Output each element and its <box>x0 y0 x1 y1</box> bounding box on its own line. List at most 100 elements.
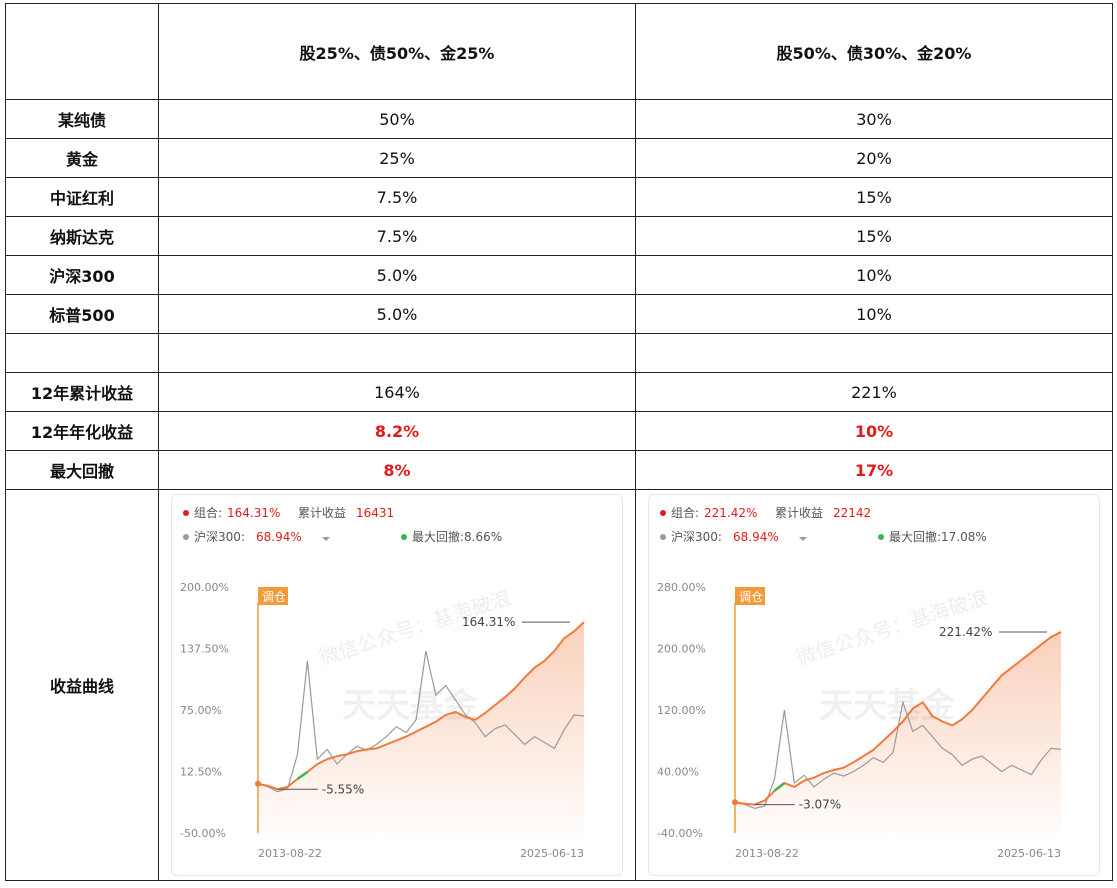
table-row: 12年年化收益 8.2% 10% <box>5 411 1113 451</box>
value-portfolio-a: 8.2% <box>158 411 636 451</box>
header-portfolio-b: 股50%、债30%、金20% <box>635 3 1113 100</box>
value-portfolio-b: 20% <box>635 138 1113 178</box>
row-label <box>5 333 159 373</box>
row-label: 黄金 <box>5 138 159 178</box>
legend-portfolio-value: 221.42% <box>704 506 757 520</box>
rebalance-tag <box>735 587 765 605</box>
min-value-label: -5.55% <box>322 782 364 796</box>
value-portfolio-b: 15% <box>635 216 1113 256</box>
chart-cell: 组合: 164.31% 累计收益 16431 沪深300: 68.94% 最大回撤:8.66… <box>158 489 636 881</box>
header-portfolio-a: 股25%、债50%、金25% <box>158 3 636 100</box>
value-portfolio-b: 10% <box>635 294 1113 334</box>
y-tick-label: 200.00% <box>180 581 229 594</box>
dropdown-icon <box>322 537 330 541</box>
end-value-label: 221.42% <box>939 625 992 639</box>
y-tick-label: 40.00% <box>657 766 699 779</box>
portfolio-series-line <box>257 621 585 791</box>
min-value-label: -3.07% <box>799 798 841 812</box>
legend-dot <box>401 534 407 540</box>
drawdown-segment <box>296 770 309 780</box>
row-label: 中证红利 <box>5 177 159 217</box>
legend-portfolio-value: 164.31% <box>227 506 280 520</box>
x-end-label: 2025-06-13 <box>997 847 1061 860</box>
rebalance-tag-label: 调仓 <box>262 590 286 604</box>
portfolio-series-line <box>734 631 1062 806</box>
table-row: 黄金 25% 20% <box>5 138 1113 178</box>
row-label: 最大回撤 <box>5 450 159 490</box>
dropdown-icon <box>799 537 807 541</box>
value-portfolio-a: 50% <box>158 99 636 139</box>
rebalance-tag <box>258 587 288 605</box>
x-start-label: 2013-08-22 <box>258 847 322 860</box>
table-row <box>5 333 1113 373</box>
value-portfolio-b: 30% <box>635 99 1113 139</box>
row-label: 12年年化收益 <box>5 411 159 451</box>
value-portfolio-a: 7.5% <box>158 177 636 217</box>
y-tick-label: 12.50% <box>180 766 222 779</box>
table-row: 某纯债 50% 30% <box>5 99 1113 139</box>
value-portfolio-a: 164% <box>158 372 636 412</box>
corner-cell <box>5 3 159 100</box>
chart-row-label: 收益曲线 <box>5 489 159 881</box>
start-point <box>255 780 261 787</box>
value-portfolio-a <box>158 333 636 373</box>
y-tick-label: 200.00% <box>657 643 706 656</box>
table-row: 纳斯达克 7.5% 15% <box>5 216 1113 256</box>
row-label: 某纯债 <box>5 99 159 139</box>
y-tick-label: -40.00% <box>657 827 703 840</box>
legend-drawdown: 最大回撤:8.66% <box>412 529 502 544</box>
index-series-line <box>257 650 585 793</box>
legend-index-label: 沪深300: <box>194 530 245 544</box>
value-portfolio-b: 17% <box>635 450 1113 490</box>
value-portfolio-a: 25% <box>158 138 636 178</box>
watermark-text: 天天基金 <box>342 686 479 726</box>
value-portfolio-a: 8% <box>158 450 636 490</box>
start-point <box>732 799 738 806</box>
return-chart-card: 组合: 164.31% 累计收益 16431 沪深300: 68.94% 最大回撤:8.66… <box>171 494 623 876</box>
legend-cum-value: 16431 <box>356 506 394 520</box>
return-chart-card: 组合: 221.42% 累计收益 22142 沪深300: 68.94% 最大回撤:17.0… <box>648 494 1100 876</box>
legend-portfolio-label: 组合: <box>671 505 699 520</box>
table-row: 最大回撤 8% 17% <box>5 450 1113 490</box>
legend-dot <box>660 534 666 540</box>
value-portfolio-b: 221% <box>635 372 1113 412</box>
row-label: 沪深300 <box>5 255 159 295</box>
y-tick-label: -50.00% <box>180 827 226 840</box>
legend-index-value: 68.94% <box>733 530 779 544</box>
row-label: 标普500 <box>5 294 159 334</box>
value-portfolio-a: 5.0% <box>158 294 636 334</box>
value-portfolio-b: 15% <box>635 177 1113 217</box>
table-row: 标普500 5.0% 10% <box>5 294 1113 334</box>
chart-cell: 组合: 221.42% 累计收益 22142 沪深300: 68.94% 最大回撤:17.0… <box>635 489 1113 881</box>
row-label: 纳斯达克 <box>5 216 159 256</box>
legend-cum-label: 累计收益 <box>298 506 346 520</box>
legend-index-value: 68.94% <box>256 530 302 544</box>
legend-drawdown: 最大回撤:17.08% <box>889 529 987 544</box>
legend-index-label: 沪深300: <box>671 530 722 544</box>
return-chart: 组合: 221.42% 累计收益 22142 沪深300: 68.94% 最大回撤:17.0… <box>657 505 1062 860</box>
end-value-label: 164.31% <box>462 615 515 629</box>
y-tick-label: 280.00% <box>657 581 706 594</box>
y-tick-label: 75.00% <box>180 704 222 717</box>
drawdown-segment <box>773 782 786 792</box>
value-portfolio-b <box>635 333 1113 373</box>
legend-dot <box>878 534 884 540</box>
chart-row: 收益曲线 组合: 164.31% 累计收益 16431 沪深300: 68.94% 最大回撤:… <box>5 489 1113 881</box>
legend-dot <box>183 510 189 516</box>
rebalance-tag-label: 调仓 <box>739 590 763 604</box>
y-tick-label: 120.00% <box>657 704 706 717</box>
value-portfolio-b: 10% <box>635 255 1113 295</box>
value-portfolio-a: 7.5% <box>158 216 636 256</box>
legend-dot <box>183 534 189 540</box>
return-chart: 组合: 164.31% 累计收益 16431 沪深300: 68.94% 最大回撤:8.66… <box>180 505 585 860</box>
table-row: 12年累计收益 164% 221% <box>5 372 1113 412</box>
comparison-table: 股25%、债50%、金25% 股50%、债30%、金20% 某纯债 50% 30% 黄… <box>5 3 1113 881</box>
legend-portfolio-label: 组合: <box>194 505 222 520</box>
header-row: 股25%、债50%、金25% 股50%、债30%、金20% <box>5 3 1113 100</box>
value-portfolio-a: 5.0% <box>158 255 636 295</box>
legend-dot <box>660 510 666 516</box>
legend-cum-value: 22142 <box>833 506 871 520</box>
table-row: 中证红利 7.5% 15% <box>5 177 1113 217</box>
x-end-label: 2025-06-13 <box>520 847 584 860</box>
value-portfolio-b: 10% <box>635 411 1113 451</box>
